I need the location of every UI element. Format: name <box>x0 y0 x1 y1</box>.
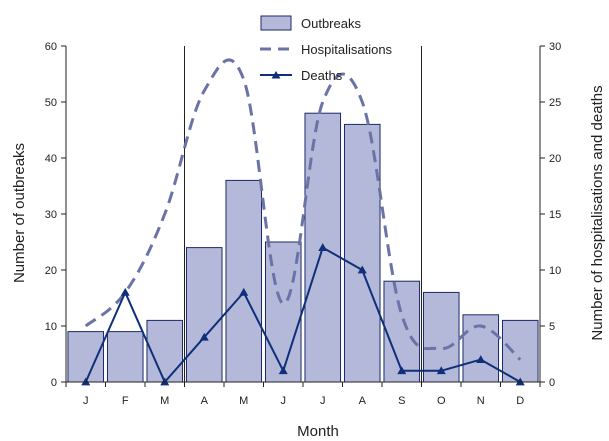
y-left-tick-label: 50 <box>45 97 57 109</box>
marker-deaths <box>476 355 486 363</box>
bar-outbreaks <box>501 319 539 383</box>
x-tick-label: S <box>398 395 405 407</box>
y-right-tick-label: 15 <box>549 209 561 221</box>
x-tick-label: J <box>83 395 89 407</box>
legend-deaths-marker <box>271 71 281 79</box>
x-tick-label: A <box>201 395 209 407</box>
marker-deaths <box>160 377 170 386</box>
bar-outbreaks <box>343 123 381 383</box>
y-axis-right-title: Number of hospitalisations and deaths <box>589 85 606 340</box>
x-tick-label: N <box>477 395 485 407</box>
y-left-tick-label: 0 <box>51 377 57 389</box>
y-left-tick-label: 10 <box>45 321 57 333</box>
bar-outbreaks <box>67 331 105 383</box>
legend-hospitalisations-label: Hospitalisations <box>301 42 393 57</box>
marker-deaths <box>120 287 130 296</box>
y-left-tick-label: 30 <box>45 209 57 221</box>
x-tick-label: O <box>437 395 446 407</box>
y-right-tick-label: 20 <box>549 153 561 165</box>
legend-outbreaks-label: Outbreaks <box>301 16 361 31</box>
bar-outbreaks <box>225 179 263 383</box>
bar-outbreaks <box>106 331 144 383</box>
x-tick-label: J <box>320 395 326 407</box>
marker-deaths <box>357 265 367 274</box>
x-tick-label: M <box>160 395 169 407</box>
x-tick-label: M <box>239 395 248 407</box>
y-right-tick-label: 25 <box>549 97 561 109</box>
marker-deaths <box>318 243 328 251</box>
y-right-tick-label: 30 <box>549 41 561 53</box>
line-deaths <box>84 246 521 383</box>
x-tick-label: A <box>359 395 367 407</box>
legend-outbreaks-swatch <box>260 15 292 31</box>
y-right-tick-label: 5 <box>549 321 555 333</box>
x-tick-label: J <box>281 395 287 407</box>
y-right-tick-label: 10 <box>549 265 561 277</box>
legend: Outbreaks Hospitalisations Deaths <box>260 15 393 83</box>
y-right-tick-label: 0 <box>549 377 555 389</box>
marker-deaths <box>436 366 446 375</box>
axes-layer: 0 10 20 30 40 50 60 0 5 10 15 20 25 30 J F M A M J J A S O N D <box>45 41 562 407</box>
y-left-tick-label: 40 <box>45 153 57 165</box>
bar-outbreaks <box>146 319 184 383</box>
lines-layer <box>81 58 525 386</box>
y-left-tick-label: 60 <box>45 41 57 53</box>
bars-layer <box>67 112 539 383</box>
y-axis-left-title: Number of outbreaks <box>11 143 28 283</box>
x-tick-label: F <box>122 395 129 407</box>
y-left-tick-label: 20 <box>45 265 57 277</box>
line-hospitalisations <box>84 58 522 361</box>
x-axis-title: Month <box>297 423 339 440</box>
marker-deaths <box>199 332 209 341</box>
reference-lines <box>184 46 422 382</box>
bar-outbreaks <box>185 247 223 383</box>
x-tick-label: D <box>516 395 524 407</box>
legend-deaths-label: Deaths <box>301 68 343 83</box>
marker-deaths <box>515 377 525 386</box>
bar-outbreaks <box>383 280 421 383</box>
marker-deaths <box>397 366 407 375</box>
marker-deaths <box>278 366 288 375</box>
marker-deaths <box>239 287 249 296</box>
marker-deaths <box>81 377 91 386</box>
